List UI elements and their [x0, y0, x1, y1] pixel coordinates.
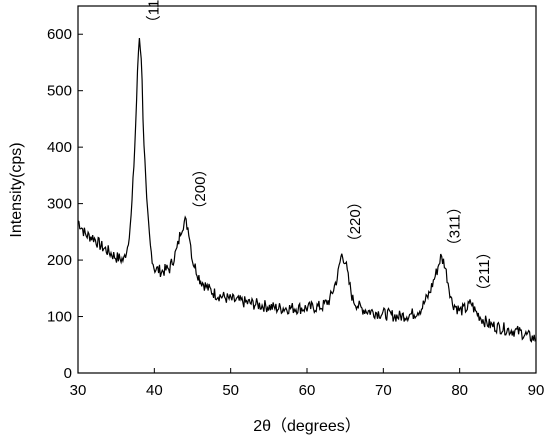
peak-label: （111） — [146, 0, 163, 30]
x-axis-ticks: 30 40 50 60 70 80 90 — [70, 368, 545, 399]
y-tick-label: 600 — [47, 26, 72, 43]
y-tick-label: 300 — [47, 196, 72, 213]
x-tick-label: 80 — [451, 382, 468, 399]
peak-label: （200） — [192, 162, 209, 217]
x-tick-label: 40 — [146, 382, 163, 399]
y-tick-label: 500 — [47, 83, 72, 100]
y-tick-label: 100 — [47, 309, 72, 326]
y-tick-label: 400 — [47, 139, 72, 156]
x-tick-label: 70 — [375, 382, 392, 399]
x-tick-label: 90 — [528, 382, 545, 399]
peak-label: （220） — [347, 194, 364, 249]
peak-label: （311） — [446, 199, 463, 253]
x-axis-title: 2θ（degrees） — [253, 417, 361, 435]
y-axis-ticks: 0 100 200 300 400 500 600 — [47, 26, 83, 382]
x-tick-label: 60 — [299, 382, 316, 399]
intensity-series-line — [77, 37, 537, 343]
x-tick-label: 50 — [222, 382, 239, 399]
peak-annotations: （111） （200） （220） （311） （211） — [146, 0, 494, 298]
y-tick-label: 200 — [47, 252, 72, 269]
peak-label: （211） — [476, 244, 493, 298]
x-tick-label: 30 — [70, 382, 87, 399]
y-axis-title: Intensity(cps) — [8, 142, 25, 237]
y-tick-label: 0 — [64, 365, 72, 382]
